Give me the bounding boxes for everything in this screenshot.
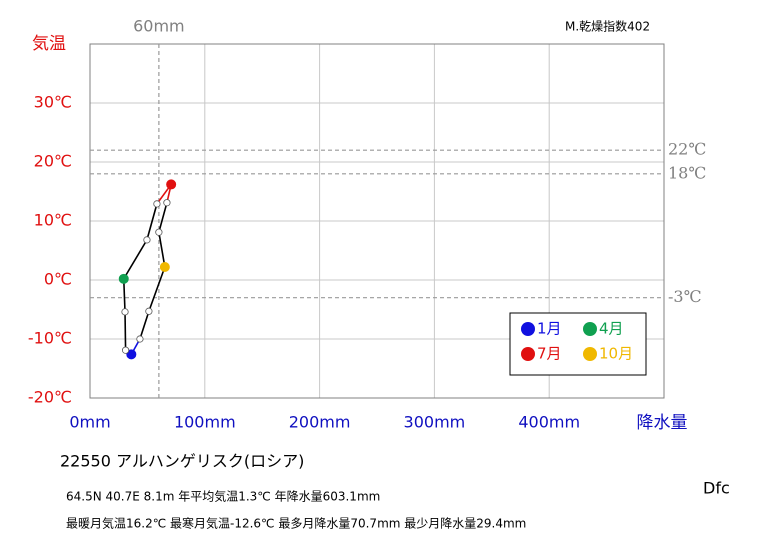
legend-marker <box>583 347 597 361</box>
x-tick-label: 100mm <box>174 413 236 432</box>
climate-segment <box>123 239 148 280</box>
x-tick-label: 0mm <box>69 413 110 432</box>
legend-label: 1月 <box>537 320 562 338</box>
y-tick-label: 20℃ <box>34 152 72 171</box>
info-line: 64.5N 40.7E 8.1m 年平均気温1.3℃ 年降水量603.1mm <box>66 489 380 504</box>
climate-class: Dfc <box>703 479 730 498</box>
y-tick-label: -20℃ <box>28 388 72 407</box>
month-point <box>136 335 144 343</box>
legend-marker <box>583 322 597 336</box>
reference-label: 22℃ <box>668 140 706 159</box>
month-point <box>153 200 161 208</box>
reference-label: 60mm <box>133 17 185 36</box>
climate-segment <box>139 311 150 340</box>
climate-segment <box>146 203 158 241</box>
climate-segment <box>158 232 166 268</box>
station-name: 22550 アルハンゲリスク(ロシア) <box>60 452 304 471</box>
legend-marker <box>521 322 535 336</box>
legend-marker <box>521 347 535 361</box>
month-point <box>126 349 137 360</box>
x-tick-label: 200mm <box>289 413 351 432</box>
month-point <box>145 307 153 315</box>
legend-label: 4月 <box>599 320 624 338</box>
reference-label: -3℃ <box>668 287 701 306</box>
info-line: 最暖月気温16.2℃ 最寒月気温-12.6℃ 最多月降水量70.7mm 最少月降… <box>66 516 526 531</box>
climate-segment <box>124 311 127 351</box>
y-tick-label: 10℃ <box>34 211 72 230</box>
climate-segment <box>122 278 126 312</box>
x-tick-label: 400mm <box>518 413 580 432</box>
month-point <box>143 236 151 244</box>
index-label: M.乾燥指数402 <box>565 19 650 34</box>
month-point <box>166 179 177 190</box>
plot-frame <box>89 43 665 399</box>
y-tick-label: 0℃ <box>44 270 72 289</box>
month-point <box>155 228 163 236</box>
reference-label: 18℃ <box>668 163 706 182</box>
y-tick-label: -10℃ <box>28 329 72 348</box>
month-point <box>159 262 170 273</box>
x-tick-label: 300mm <box>404 413 466 432</box>
y-axis-label: 気温 <box>32 34 66 54</box>
month-point <box>121 308 129 316</box>
legend-box <box>509 312 647 376</box>
legend-label: 10月 <box>599 345 633 363</box>
legend-label: 7月 <box>537 345 562 363</box>
x-axis-label: 降水量 <box>637 413 688 433</box>
climate-segment <box>158 202 168 233</box>
climate-segment <box>148 266 166 312</box>
month-point <box>163 199 171 207</box>
month-point <box>118 273 129 284</box>
month-point <box>121 346 130 354</box>
y-tick-label: 30℃ <box>34 93 72 112</box>
